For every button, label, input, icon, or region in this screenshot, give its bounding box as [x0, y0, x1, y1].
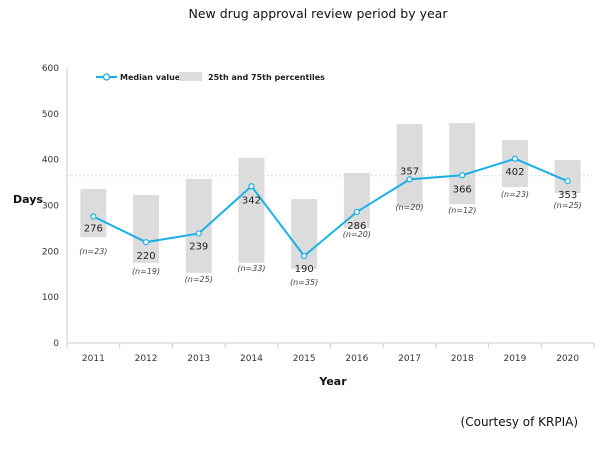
median-point-2020 [564, 178, 571, 185]
median-value-label: 342 [242, 195, 261, 206]
legend-percentile-swatch-icon [179, 72, 202, 81]
chart-title: New drug approval review period by year [189, 6, 449, 21]
sample-size-label: (n=23) [79, 247, 107, 256]
median-point-2018 [459, 172, 466, 179]
median-value-label: 353 [558, 190, 577, 201]
percentile-bar-2011 [80, 189, 107, 238]
median-point-2016 [353, 208, 360, 216]
credit-text: (Courtesy of KRPIA) [461, 415, 578, 429]
x-tick-label: 2015 [293, 354, 316, 364]
median-point-2011 [90, 213, 97, 220]
x-tick-label: 2012 [135, 354, 158, 364]
median-value-label: 220 [137, 251, 156, 262]
sample-size-label: (n=12) [448, 206, 476, 215]
y-tick-label: 300 [42, 202, 59, 212]
percentile-bar-2019 [501, 139, 528, 188]
legend-median-label: Median value [120, 73, 181, 82]
sample-size-label: (n=25) [185, 275, 213, 284]
x-tick-label: 2020 [556, 354, 579, 364]
median-value-label: 366 [453, 184, 472, 195]
percentile-bar-2017 [396, 123, 423, 207]
sample-size-label: (n=23) [501, 190, 529, 199]
median-value-label: 190 [295, 264, 314, 275]
median-value-label: 286 [347, 221, 366, 232]
x-tick-label: 2016 [345, 354, 368, 364]
x-tick-label: 2013 [187, 354, 210, 364]
median-line [92, 157, 569, 258]
median-point-2013 [195, 230, 202, 237]
y-tick-label: 0 [53, 339, 59, 349]
legend-median-marker-icon [102, 73, 111, 81]
sample-size-label: (n=33) [237, 264, 265, 273]
median-point-2014 [248, 183, 255, 190]
y-tick-label: 200 [42, 247, 59, 257]
percentile-bar-2012 [133, 194, 160, 263]
median-value-label: 402 [505, 167, 524, 178]
median-value-label: 357 [400, 166, 419, 177]
percentile-bar-2014 [238, 157, 265, 263]
sample-size-label: (n=19) [132, 267, 160, 276]
percentile-bar-2018 [449, 123, 476, 205]
median-point-2015 [301, 252, 308, 260]
median-point-2017 [406, 176, 413, 183]
x-tick-label: 2017 [398, 354, 421, 364]
x-tick-label: 2014 [240, 354, 263, 364]
sample-size-label: (n=35) [290, 278, 318, 287]
legend: Median value 25th and 75th percentiles [96, 72, 325, 82]
y-tick-label: 500 [42, 110, 59, 120]
y-tick-label: 100 [42, 293, 59, 303]
y-tick-label: 600 [42, 64, 59, 74]
median-value-label: 239 [189, 241, 208, 252]
sample-size-label: (n=20) [343, 230, 371, 239]
median-value-label: 276 [84, 224, 103, 235]
median-point-2012 [142, 239, 150, 246]
y-axis-label: Days [13, 193, 43, 206]
y-tick-label: 400 [42, 156, 59, 166]
x-tick-label: 2019 [503, 354, 526, 364]
x-tick-label: 2018 [451, 354, 474, 364]
sample-size-label: (n=20) [395, 203, 423, 212]
median-point-2019 [511, 155, 519, 162]
x-axis-label: Year [318, 375, 347, 388]
sample-size-label: (n=25) [554, 201, 582, 210]
legend-percentile-label: 25th and 75th percentiles [208, 73, 325, 82]
x-tick-label: 2011 [82, 354, 105, 364]
